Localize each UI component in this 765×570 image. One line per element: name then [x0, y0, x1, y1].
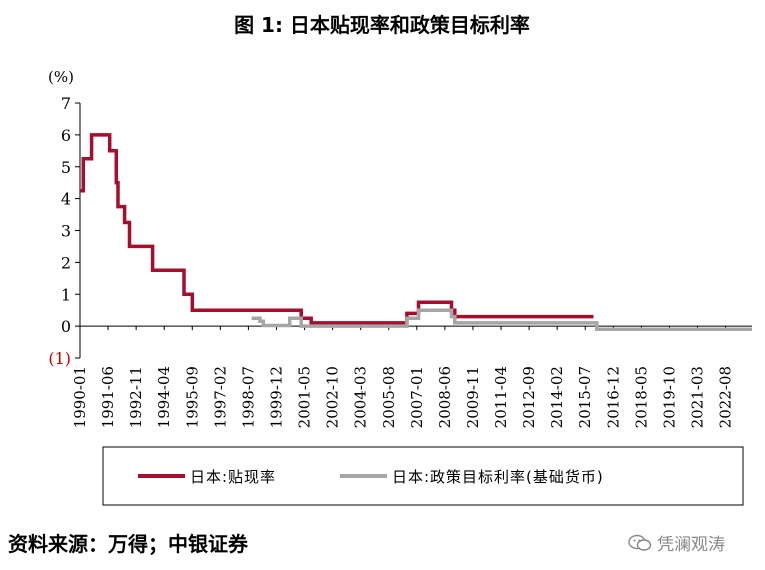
source-note: 资料来源：万得；中银证券: [8, 532, 248, 556]
x-tick-label: 2001-05: [296, 366, 314, 428]
x-tick-label: 2007-01: [408, 366, 426, 428]
x-tick-label: 2018-05: [632, 366, 650, 428]
y-axis: 7 6 5 4 3 2 1 0 (1): [48, 94, 81, 368]
y-unit-label: (%): [48, 68, 74, 86]
legend-label-discount-rate: 日本:贴现率: [190, 468, 276, 486]
x-tick-label: 2005-08: [380, 366, 398, 428]
x-tick-label: 1992-11: [127, 366, 145, 428]
y-tick-label: 6: [61, 126, 71, 145]
y-tick-label: 1: [61, 285, 71, 304]
y-tick-label: 5: [61, 158, 71, 177]
x-axis: 1990-01 1991-06 1992-11 1994-04 1995-09 1997-…: [71, 325, 752, 428]
x-tick-label: 1990-01: [71, 366, 89, 428]
x-tick-label: 2009-11: [464, 366, 482, 428]
y-tick-label: 2: [61, 253, 71, 272]
series-line-policy-rate: [251, 308, 752, 332]
watermark: 凭澜观涛: [628, 530, 725, 555]
chart-title: 图 1: 日本贴现率和政策目标利率: [234, 13, 530, 37]
x-tick-label: 2004-03: [352, 366, 370, 428]
wechat-icon: [628, 534, 652, 551]
y-tick-label: 7: [61, 94, 71, 113]
y-tick-label: 0: [61, 317, 71, 336]
x-tick-label: 2011-04: [492, 366, 510, 428]
x-tick-label: 2008-06: [436, 366, 454, 428]
x-tick-label: 1999-12: [267, 366, 285, 428]
legend: 日本:贴现率 日本:政策目标利率(基础货币): [102, 446, 744, 506]
x-tick-label: 2019-10: [660, 366, 678, 428]
x-tick-label: 1997-02: [211, 366, 229, 428]
x-tick-label: 2022-08: [717, 366, 735, 428]
x-tick-label: 2014-02: [548, 366, 566, 428]
legend-box: [102, 446, 744, 506]
y-tick-label: 4: [61, 190, 71, 209]
x-tick-label: 1998-07: [239, 366, 257, 428]
y-tick-label: 3: [61, 222, 71, 241]
legend-label-policy-rate: 日本:政策目标利率(基础货币): [392, 468, 604, 486]
x-tick-label: 1991-06: [99, 366, 117, 428]
x-tick-label: 2015-07: [576, 366, 594, 428]
series-layer: [80, 133, 752, 332]
x-tick-label: 1995-09: [183, 366, 201, 428]
series-line-discount-rate: [80, 133, 594, 325]
chart-canvas: 图 1: 日本贴现率和政策目标利率 (%) 7 6 5 4 3 2 1 0 (1) 1990-0…: [48, 13, 752, 506]
x-tick-label: 2021-03: [689, 366, 707, 428]
x-tick-label: 2002-10: [324, 366, 342, 428]
x-tick-label: 2012-09: [520, 366, 538, 428]
watermark-text: 凭澜观涛: [657, 535, 725, 555]
x-tick-label: 1994-04: [155, 366, 173, 428]
y-tick-label: (1): [48, 349, 71, 368]
x-tick-label: 2016-12: [604, 366, 622, 428]
